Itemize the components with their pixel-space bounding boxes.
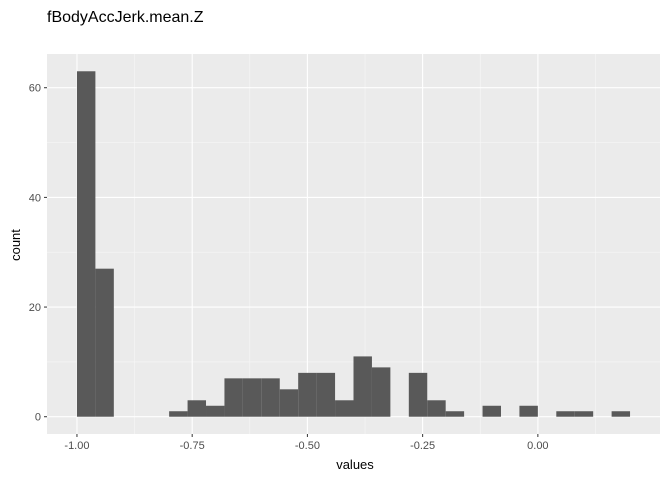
chart-title: fBodyAccJerk.mean.Z: [47, 9, 204, 26]
x-tick-label: -0.50: [295, 440, 320, 452]
histogram-bar: [279, 389, 299, 417]
histogram-bar: [187, 400, 207, 417]
histogram-bar: [427, 400, 446, 417]
histogram-bar: [408, 372, 428, 417]
histogram-bar: [611, 411, 631, 417]
histogram-bar: [335, 400, 354, 417]
histogram-bar: [556, 411, 575, 417]
histogram-bar: [353, 356, 372, 417]
histogram-bar: [482, 405, 501, 417]
histogram-bar: [169, 411, 188, 417]
x-axis-ticks: -1.00 -0.75 -0.50 -0.25 0.00: [64, 434, 549, 452]
histogram-bar: [371, 367, 391, 417]
histogram-bar: [95, 268, 114, 417]
histogram-bar: [76, 71, 96, 417]
histogram-bar: [519, 405, 538, 417]
histogram-bar: [445, 411, 465, 417]
y-tick-label: 0: [35, 412, 41, 424]
x-axis-title: values: [336, 457, 374, 472]
histogram-bar: [224, 378, 243, 417]
x-tick-label: -1.00: [64, 440, 89, 452]
histogram-bar: [206, 405, 225, 417]
histogram-bar: [298, 372, 317, 417]
y-axis-ticks: 0 20 40 60: [29, 83, 47, 424]
histogram-bars: [76, 71, 631, 417]
histogram-bar: [261, 378, 280, 417]
y-tick-label: 40: [29, 192, 41, 204]
y-axis-title: count: [8, 229, 23, 261]
histogram-bar: [316, 372, 336, 417]
x-tick-label: 0.00: [527, 440, 548, 452]
histogram-bar: [242, 378, 262, 417]
x-tick-label: -0.25: [410, 440, 435, 452]
y-tick-label: 60: [29, 83, 41, 95]
histogram-bar: [574, 411, 594, 417]
y-tick-label: 20: [29, 302, 41, 314]
x-tick-label: -0.75: [180, 440, 205, 452]
